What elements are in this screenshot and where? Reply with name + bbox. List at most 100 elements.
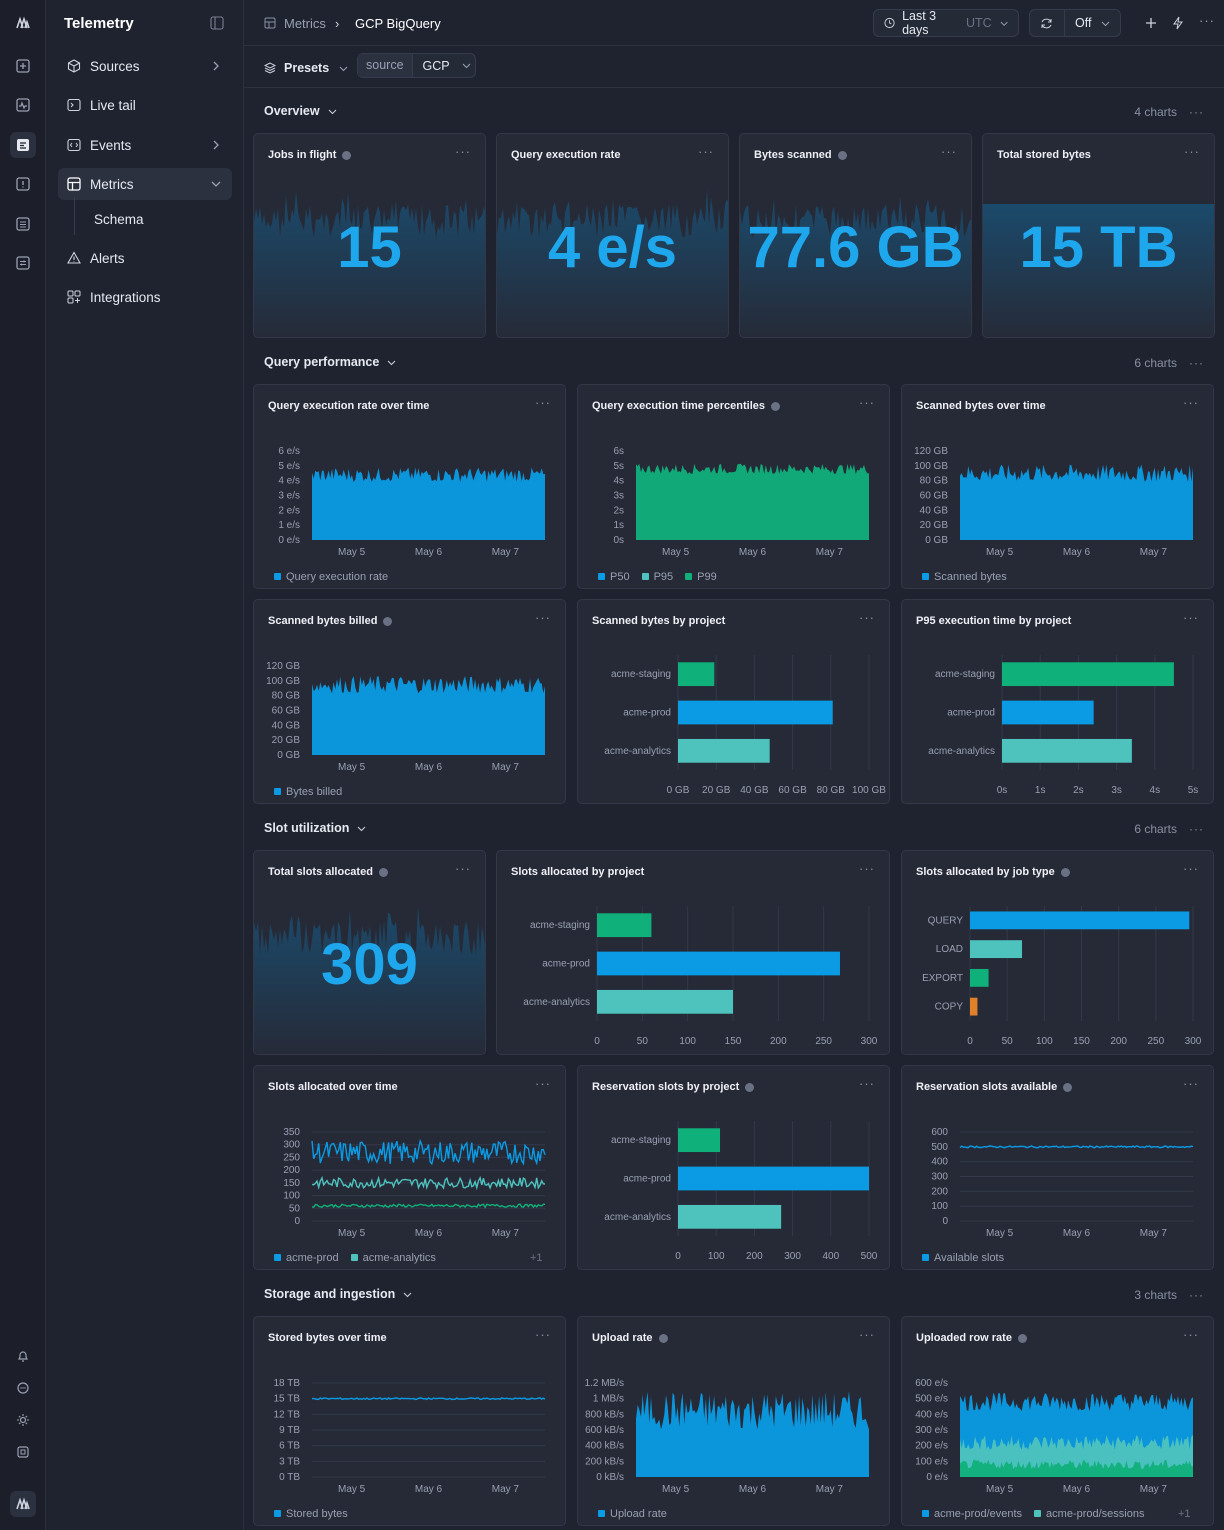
workspace-logo-icon[interactable] (10, 1491, 36, 1517)
sidebar-item-metrics[interactable]: Metrics (58, 168, 232, 200)
card-menu-icon[interactable]: ··· (1183, 1076, 1199, 1091)
bar[interactable] (970, 911, 1190, 930)
breadcrumb-parent[interactable]: Metrics (284, 16, 326, 31)
section-header-storage-and-ingestion[interactable]: Storage and ingestion (264, 1287, 412, 1301)
bar[interactable] (970, 940, 1023, 959)
card-menu-icon[interactable]: ··· (698, 144, 714, 159)
section-more-icon[interactable]: ··· (1189, 822, 1204, 836)
lightning-icon[interactable] (1172, 16, 1184, 30)
database-icon[interactable] (10, 211, 36, 237)
bar[interactable] (970, 968, 989, 987)
chart-card-stat-3[interactable]: Total stored bytes ··· 15 TB (982, 133, 1215, 338)
bar[interactable] (678, 738, 770, 763)
info-icon[interactable] (1060, 867, 1070, 877)
chart-card-sajt[interactable]: Slots allocated by job type ··· 0 50 100 150 2… (901, 850, 1214, 1055)
card-menu-icon[interactable]: ··· (941, 144, 957, 159)
card-menu-icon[interactable]: ··· (859, 861, 875, 876)
bell-icon[interactable] (10, 1343, 36, 1369)
chart-card-sbot[interactable]: Scanned bytes over time ··· 120 GB 100 GB 80… (901, 384, 1214, 589)
presets-button[interactable]: Presets (254, 54, 358, 82)
legend-more[interactable]: +1 (1178, 1508, 1191, 1520)
bar[interactable] (1002, 662, 1174, 687)
source-filter-chip[interactable]: source GCP (357, 53, 476, 78)
card-menu-icon[interactable]: ··· (455, 144, 471, 159)
legend-item[interactable]: Bytes billed (274, 786, 342, 798)
legend-item[interactable]: Scanned bytes (922, 571, 1007, 583)
card-menu-icon[interactable]: ··· (535, 1076, 551, 1091)
card-menu-icon[interactable]: ··· (859, 395, 875, 410)
legend-item[interactable]: acme-prod/sessions (1034, 1508, 1144, 1520)
refresh-control[interactable]: Off (1029, 9, 1121, 37)
chart-card-stat-4[interactable]: Total slots allocated ··· 309 (253, 850, 486, 1055)
sidebar-collapse-icon[interactable] (210, 16, 224, 30)
bar[interactable] (970, 997, 978, 1016)
legend-item[interactable]: acme-prod (274, 1252, 339, 1264)
chart-card-saot[interactable]: Slots allocated over time ··· 350 300 250 200… (253, 1065, 566, 1270)
legend-item[interactable]: Available slots (922, 1252, 1004, 1264)
card-menu-icon[interactable]: ··· (859, 610, 875, 625)
card-menu-icon[interactable]: ··· (1184, 144, 1200, 159)
legend-item[interactable]: P50 (598, 571, 630, 583)
legend-item[interactable]: acme-prod/events (922, 1508, 1022, 1520)
info-icon[interactable] (745, 1082, 755, 1092)
info-icon[interactable] (378, 867, 388, 877)
chart-card-ur[interactable]: Upload rate ··· 1.2 MB/s 1 MB/s 800 kB/s 600 … (577, 1316, 890, 1526)
bar[interactable] (1002, 700, 1094, 725)
info-icon[interactable] (771, 401, 781, 411)
card-menu-icon[interactable]: ··· (535, 610, 551, 625)
chart-card-qer[interactable]: Query execution rate over time ··· 6 e/s 5 … (253, 384, 566, 589)
section-more-icon[interactable]: ··· (1189, 356, 1204, 370)
sun-icon[interactable] (10, 1407, 36, 1433)
command-icon[interactable] (10, 1439, 36, 1465)
card-menu-icon[interactable]: ··· (455, 861, 471, 876)
info-icon[interactable] (1063, 1082, 1073, 1092)
legend-item[interactable]: P95 (641, 571, 673, 583)
card-menu-icon[interactable]: ··· (859, 1076, 875, 1091)
plus-icon[interactable] (1145, 17, 1157, 29)
section-header-slot-utilization[interactable]: Slot utilization (264, 821, 366, 835)
section-more-icon[interactable]: ··· (1189, 105, 1204, 119)
chat-icon[interactable] (10, 1375, 36, 1401)
sidebar-item-sources[interactable]: Sources (58, 50, 232, 82)
info-icon[interactable] (658, 1333, 668, 1343)
card-menu-icon[interactable]: ··· (859, 1327, 875, 1342)
chart-card-rsp[interactable]: Reservation slots by project ··· 0 100 200 30… (577, 1065, 890, 1270)
legend-item[interactable]: Query execution rate (274, 571, 388, 583)
chart-card-p95[interactable]: P95 execution time by project ··· 0s 1s 2s 3s… (901, 599, 1214, 804)
chart-card-sbt[interactable]: Stored bytes over time ··· 18 TB 15 TB 12 TB… (253, 1316, 566, 1526)
card-menu-icon[interactable]: ··· (1183, 610, 1199, 625)
legend-more[interactable]: +1 (530, 1252, 543, 1264)
more-icon[interactable]: ··· (1199, 13, 1215, 28)
chart-card-rsa[interactable]: Reservation slots available ··· 600 500 400 3… (901, 1065, 1214, 1270)
card-menu-icon[interactable]: ··· (1183, 1327, 1199, 1342)
section-header-overview[interactable]: Overview (264, 104, 337, 118)
bar[interactable] (678, 1128, 721, 1153)
refresh-icon[interactable] (1040, 17, 1053, 30)
bar[interactable] (597, 951, 840, 976)
section-more-icon[interactable]: ··· (1189, 1288, 1204, 1302)
chart-card-sbp[interactable]: Scanned bytes by project ··· 0 GB 20 GB 40 G… (577, 599, 890, 804)
sidebar-item-events[interactable]: Events (58, 129, 232, 161)
chart-card-stat-0[interactable]: Jobs in flight ··· 15 (253, 133, 486, 338)
info-icon[interactable] (1017, 1333, 1027, 1343)
bar[interactable] (678, 1204, 782, 1229)
card-menu-icon[interactable]: ··· (1183, 861, 1199, 876)
bar[interactable] (678, 662, 715, 687)
bar[interactable] (597, 913, 652, 938)
activity-icon[interactable] (10, 92, 36, 118)
section-header-query-performance[interactable]: Query performance (264, 355, 396, 369)
card-menu-icon[interactable]: ··· (1183, 395, 1199, 410)
bar[interactable] (597, 989, 733, 1014)
legend-item[interactable]: Upload rate (598, 1508, 667, 1520)
chart-card-stat-1[interactable]: Query execution rate ··· 4 e/s (496, 133, 729, 338)
card-menu-icon[interactable]: ··· (535, 1327, 551, 1342)
alert-box-icon[interactable] (10, 171, 36, 197)
legend-item[interactable]: P99 (685, 571, 717, 583)
logo-icon[interactable] (10, 10, 36, 36)
bar[interactable] (1002, 738, 1132, 763)
info-icon[interactable] (342, 150, 352, 160)
legend-item[interactable]: acme-analytics (350, 1252, 436, 1264)
card-menu-icon[interactable]: ··· (535, 395, 551, 410)
settings-box-icon[interactable] (10, 250, 36, 276)
chart-card-stat-2[interactable]: Bytes scanned ··· 77.6 GB (739, 133, 972, 338)
